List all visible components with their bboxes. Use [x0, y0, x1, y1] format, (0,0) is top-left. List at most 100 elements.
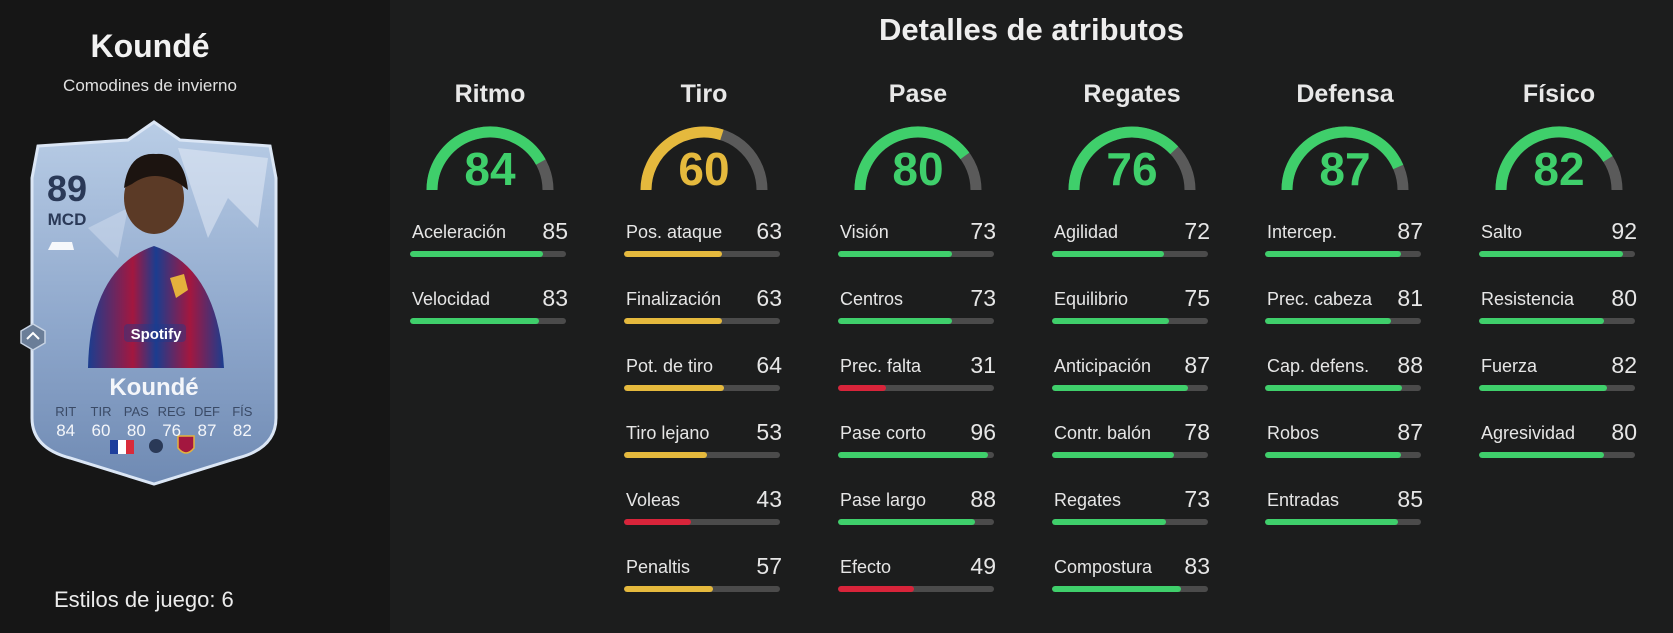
attribute-bar-fill: [1265, 318, 1392, 324]
attribute-value: 92: [1611, 218, 1637, 244]
card-stat-value: 82: [232, 421, 252, 440]
attribute-row: Pase largo 88: [838, 486, 998, 557]
attribute-bar: [1265, 251, 1421, 257]
attribute-row: Prec. falta 31: [838, 352, 998, 423]
attribute-bar: [1265, 385, 1421, 391]
attribute-bar-fill: [838, 452, 988, 458]
category-column-tiro: Tiro 60 Pos. ataque 63 Finalización 63 Pot. de…: [624, 80, 784, 624]
attribute-bar-fill: [1479, 318, 1604, 324]
attribute-bar: [624, 586, 780, 592]
card-stat: TIR 60: [83, 404, 118, 441]
attribute-name: Aceleración: [412, 222, 507, 242]
attribute-value: 87: [1397, 419, 1423, 445]
attribute-value: 72: [1184, 218, 1210, 244]
attribute-bar-fill: [1265, 519, 1398, 525]
category-gauge: 84: [410, 120, 570, 202]
attribute-row: Entradas 85: [1265, 486, 1425, 557]
attribute-row: Visión 73: [838, 218, 998, 289]
attribute-name: Pos. ataque: [626, 222, 723, 242]
attribute-name: Agresividad: [1481, 423, 1576, 443]
card-stat-label: RIT: [55, 404, 77, 419]
svg-text:Spotify: Spotify: [131, 326, 182, 343]
attribute-bar-fill: [1052, 385, 1188, 391]
category-value: 80: [892, 143, 944, 195]
attribute-value: 96: [970, 419, 996, 445]
card-stat-label: REG: [157, 404, 186, 419]
card-stat-value: 80: [126, 421, 146, 440]
attribute-value: 81: [1397, 285, 1423, 311]
attribute-bar: [1265, 519, 1421, 525]
category-gauge: 76: [1052, 120, 1212, 202]
attribute-row: Agilidad 72: [1052, 218, 1212, 289]
card-stat: RIT 84: [48, 404, 83, 441]
card-stat: FÍS 82: [225, 404, 260, 441]
attribute-list: Intercep. 87 Prec. cabeza 81 Cap. defens. 88 R…: [1265, 218, 1425, 557]
attribute-value: 43: [756, 486, 782, 512]
attribute-name: Prec. falta: [840, 356, 922, 376]
attribute-name: Pase largo: [840, 490, 927, 510]
attribute-name: Robos: [1267, 423, 1320, 443]
attribute-value: 80: [1611, 285, 1637, 311]
attribute-name: Contr. balón: [1054, 423, 1152, 443]
player-card[interactable]: Spotify 89 MCD Koundé RIT 84 TIR 60 PAS 80 REG…: [28, 118, 280, 488]
attribute-bar: [1479, 251, 1635, 257]
attribute-row: Equilibrio 75: [1052, 285, 1212, 356]
card-rating: 89: [46, 168, 88, 209]
attribute-name: Equilibrio: [1054, 289, 1129, 309]
card-position: MCD: [47, 210, 87, 229]
attribute-bar-fill: [838, 251, 952, 257]
playstyles-count: Estilos de juego: 6: [54, 587, 234, 612]
attribute-value: 75: [1184, 285, 1210, 311]
attribute-row: Efecto 49: [838, 553, 998, 624]
category-name: Defensa: [1296, 80, 1394, 108]
gauge-fill: [426, 126, 546, 191]
attribute-bar-fill: [838, 385, 887, 391]
attribute-row: Prec. cabeza 81: [1265, 285, 1425, 356]
category-value: 60: [678, 143, 730, 195]
attribute-row: Compostura 83: [1052, 553, 1212, 624]
attribute-value: 73: [1184, 486, 1210, 512]
player-panel: Koundé Comodines de invierno: [0, 0, 390, 633]
attribute-row: Pos. ataque 63: [624, 218, 784, 289]
attribute-value: 82: [1611, 352, 1637, 378]
playstyle-plus-icon: [20, 323, 46, 351]
attribute-name: Anticipación: [1054, 356, 1152, 376]
category-name: Regates: [1083, 80, 1181, 108]
attribute-value: 73: [970, 218, 996, 244]
attribute-row: Voleas 43: [624, 486, 784, 557]
gauge-fill: [1068, 126, 1179, 191]
attribute-bar: [624, 251, 780, 257]
attribute-bar-fill: [838, 519, 976, 525]
category-gauge: 82: [1479, 120, 1639, 202]
attribute-list: Visión 73 Centros 73 Prec. falta 31 Pase corto…: [838, 218, 998, 624]
category-column-defensa: Defensa 87 Intercep. 87 Prec. cabeza 81 Cap. d…: [1265, 80, 1425, 557]
attribute-value: 85: [542, 218, 568, 244]
attribute-bar-fill: [410, 318, 540, 324]
attribute-row: Cap. defens. 88: [1265, 352, 1425, 423]
attribute-bar: [1052, 586, 1208, 592]
attribute-value: 63: [756, 218, 782, 244]
attribute-bar: [838, 251, 994, 257]
attribute-bar-fill: [624, 519, 692, 525]
attribute-row: Pase corto 96: [838, 419, 998, 490]
category-column-físico: Físico 82 Salto 92 Resistencia 80 Fuerza 82 Agre…: [1479, 80, 1639, 490]
attribute-bar-fill: [1265, 452, 1401, 458]
attribute-bar: [1479, 385, 1635, 391]
attribute-value: 83: [1184, 553, 1210, 579]
attribute-bar-fill: [410, 251, 543, 257]
card-stat-value: 76: [162, 421, 182, 440]
attribute-value: 88: [970, 486, 996, 512]
attribute-bar: [838, 318, 994, 324]
attribute-value: 49: [970, 553, 996, 579]
attribute-row: Resistencia 80: [1479, 285, 1639, 356]
card-player-name: Koundé: [109, 374, 199, 401]
attribute-bar-fill: [838, 586, 915, 592]
attribute-bar-fill: [1479, 452, 1604, 458]
attribute-name: Fuerza: [1481, 356, 1538, 376]
attribute-bar: [624, 318, 780, 324]
attribute-bar-fill: [1052, 251, 1165, 257]
attribute-list: Aceleración 85 Velocidad 83: [410, 218, 570, 356]
attribute-row: Robos 87: [1265, 419, 1425, 490]
attribute-bar-fill: [1052, 452, 1174, 458]
attribute-name: Prec. cabeza: [1267, 289, 1373, 309]
